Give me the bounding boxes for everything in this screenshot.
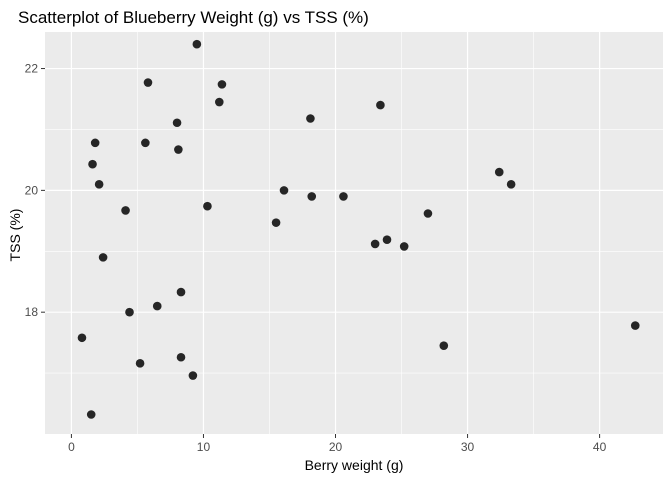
data-point <box>125 307 134 317</box>
x-tick-label: 30 <box>461 440 475 454</box>
chart-title: Scatterplot of Blueberry Weight (g) vs T… <box>18 8 369 27</box>
x-tick-label: 20 <box>329 440 343 454</box>
data-point <box>382 235 392 244</box>
data-point <box>135 359 145 368</box>
data-point <box>439 341 449 350</box>
data-point <box>188 371 198 380</box>
data-point <box>279 186 289 195</box>
x-tick-label: 0 <box>68 440 75 454</box>
data-point <box>141 138 150 148</box>
data-points <box>77 39 640 419</box>
y-axis-ticks: 18 20 22 <box>25 62 45 319</box>
data-point <box>399 242 409 251</box>
data-point <box>203 201 212 211</box>
data-point <box>176 287 186 297</box>
data-point <box>370 239 380 249</box>
minor-gridlines <box>45 32 663 434</box>
data-point <box>192 39 202 49</box>
data-point <box>172 118 182 128</box>
data-point <box>94 179 104 189</box>
data-point <box>143 78 153 87</box>
y-tick-label: 18 <box>25 305 39 319</box>
data-point <box>376 100 385 110</box>
y-axis-label: TSS (%) <box>7 209 23 262</box>
y-tick-label: 22 <box>25 62 39 76</box>
data-point <box>176 352 186 362</box>
data-point <box>271 218 281 227</box>
data-point <box>423 209 433 218</box>
x-axis-ticks: 0 10 20 30 40 <box>68 434 607 454</box>
data-point <box>339 192 348 201</box>
data-point <box>88 159 97 169</box>
data-point <box>307 192 317 201</box>
x-tick-label: 40 <box>593 440 607 454</box>
data-point <box>77 333 87 343</box>
data-point <box>121 206 130 215</box>
data-point <box>152 301 162 311</box>
plot-panel <box>45 32 663 434</box>
data-point <box>506 179 516 189</box>
data-point <box>174 145 183 154</box>
x-tick-label: 10 <box>197 440 211 454</box>
data-point <box>98 253 108 262</box>
data-point <box>217 80 227 89</box>
y-tick-label: 20 <box>25 183 39 197</box>
data-point <box>90 138 100 148</box>
data-point <box>630 321 640 330</box>
x-axis-label: Berry weight (g) <box>305 457 404 473</box>
data-point <box>306 114 315 123</box>
data-point <box>86 410 96 419</box>
data-point <box>215 97 224 107</box>
major-gridlines <box>45 32 663 434</box>
data-point <box>494 167 504 177</box>
